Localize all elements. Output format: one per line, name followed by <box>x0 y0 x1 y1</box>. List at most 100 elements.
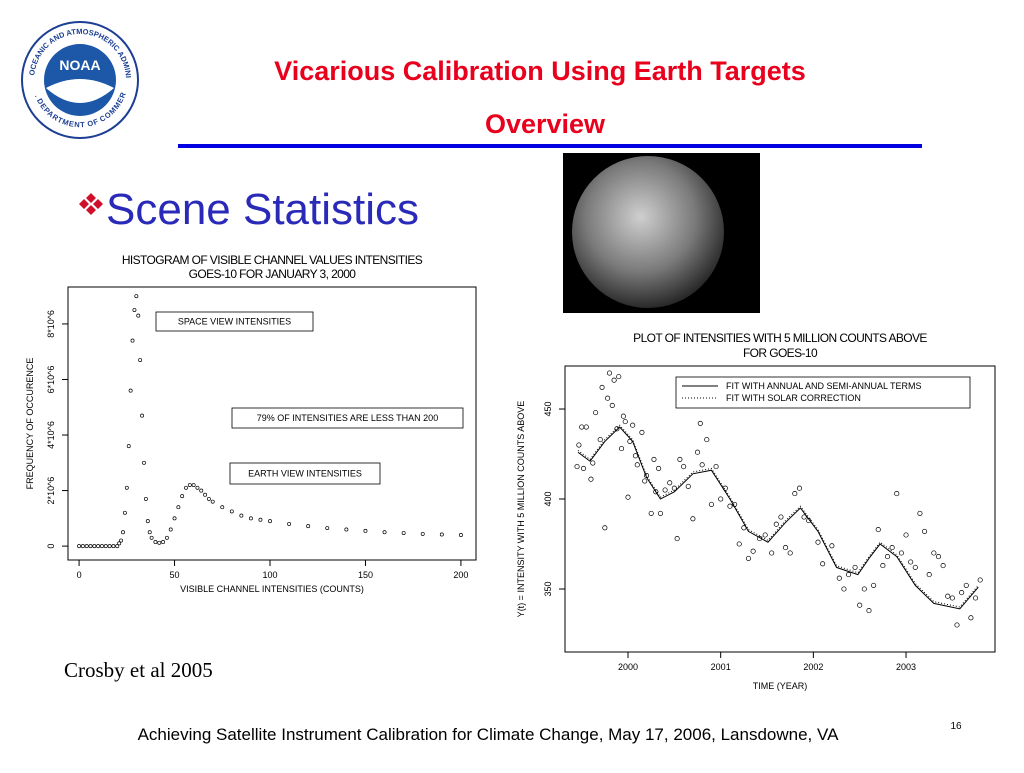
point <box>579 424 585 430</box>
point <box>727 503 733 509</box>
point <box>588 476 594 482</box>
point <box>96 544 101 549</box>
x-tick-label: 2000 <box>618 662 638 672</box>
point <box>145 519 150 524</box>
point <box>574 464 580 470</box>
point <box>115 544 120 549</box>
point <box>80 544 85 549</box>
point <box>176 505 181 510</box>
point <box>142 460 146 465</box>
y-tick-label: 350 <box>543 581 553 596</box>
point <box>153 539 158 544</box>
y-tick-label: 6*10^6 <box>46 366 56 394</box>
point <box>625 494 631 500</box>
point <box>620 413 626 419</box>
point <box>576 442 582 448</box>
x-tick-label: 200 <box>453 570 468 580</box>
point <box>363 528 368 533</box>
point <box>92 544 97 549</box>
earth-image <box>563 153 760 313</box>
point <box>972 595 979 601</box>
y-tick-label: 8*10^6 <box>46 310 56 338</box>
point <box>616 374 622 380</box>
point <box>611 377 617 383</box>
annotation-box <box>229 462 381 485</box>
x-tick-label: 50 <box>170 570 180 580</box>
point <box>136 313 141 318</box>
point <box>871 582 877 588</box>
chart: HISTOGRAM OF VISIBLE CHANNEL VALUES INTE… <box>25 253 477 594</box>
point <box>697 420 703 426</box>
fit-line <box>577 426 979 610</box>
point <box>84 544 89 549</box>
point <box>783 545 789 551</box>
point <box>718 496 724 502</box>
point <box>382 530 387 535</box>
point <box>195 485 200 490</box>
legend-box <box>675 376 971 409</box>
point <box>134 294 139 299</box>
point <box>836 575 842 581</box>
y-tick-label: 4*10^6 <box>46 421 56 449</box>
point <box>325 526 330 531</box>
x-tick-label: 2003 <box>896 662 916 672</box>
point <box>306 524 311 529</box>
point <box>184 485 188 490</box>
y-axis-label: FREQUENCY OF OCCURENCE <box>25 358 35 490</box>
page-number: 16 <box>950 721 962 732</box>
citation: Crosby et al 2005 <box>64 658 213 682</box>
point <box>157 540 162 545</box>
bullet-icon <box>79 193 103 215</box>
point <box>694 449 701 455</box>
bullet-diamonds <box>79 193 103 215</box>
point <box>935 554 942 560</box>
point <box>677 456 683 462</box>
point <box>884 554 891 560</box>
point <box>599 384 605 390</box>
point <box>107 544 112 549</box>
point <box>657 510 664 516</box>
point <box>889 545 895 551</box>
logo-name: NOAA <box>59 57 100 73</box>
point <box>606 370 613 376</box>
point <box>708 501 714 507</box>
point <box>268 519 272 524</box>
point <box>583 424 589 430</box>
point <box>103 544 108 549</box>
x-tick-label: 2002 <box>803 662 823 672</box>
point <box>287 521 292 526</box>
slide-title: Vicarious Calibration Using Earth Target… <box>274 56 806 86</box>
logo: NOAA NATIONAL OCEANIC AND ATMOSPHERIC AD… <box>0 0 139 139</box>
y-tick-label: 400 <box>543 491 553 506</box>
point <box>220 505 225 510</box>
point <box>458 533 463 537</box>
point <box>639 429 645 435</box>
point <box>180 494 185 499</box>
point <box>229 509 234 514</box>
point <box>648 510 654 516</box>
point <box>866 608 872 614</box>
point <box>949 595 955 601</box>
point <box>191 483 196 487</box>
fit-line <box>577 424 979 608</box>
point <box>773 521 779 527</box>
point <box>258 517 263 522</box>
point <box>977 577 983 583</box>
point <box>124 485 129 490</box>
point <box>861 586 867 592</box>
point <box>344 527 349 532</box>
point <box>681 464 687 470</box>
point <box>122 510 127 515</box>
y-tick-label: 0 <box>46 544 56 549</box>
point <box>420 531 425 536</box>
point <box>168 527 173 532</box>
chart-title: PLOT OF INTENSITIES WITH 5 MILLION COUNT… <box>633 331 927 345</box>
point <box>126 444 131 449</box>
point <box>580 465 587 471</box>
y-tick-label: 2*10^6 <box>46 477 56 505</box>
point <box>787 550 793 556</box>
point <box>597 437 603 443</box>
point <box>622 419 628 425</box>
y-tick-label: 450 <box>543 402 553 417</box>
